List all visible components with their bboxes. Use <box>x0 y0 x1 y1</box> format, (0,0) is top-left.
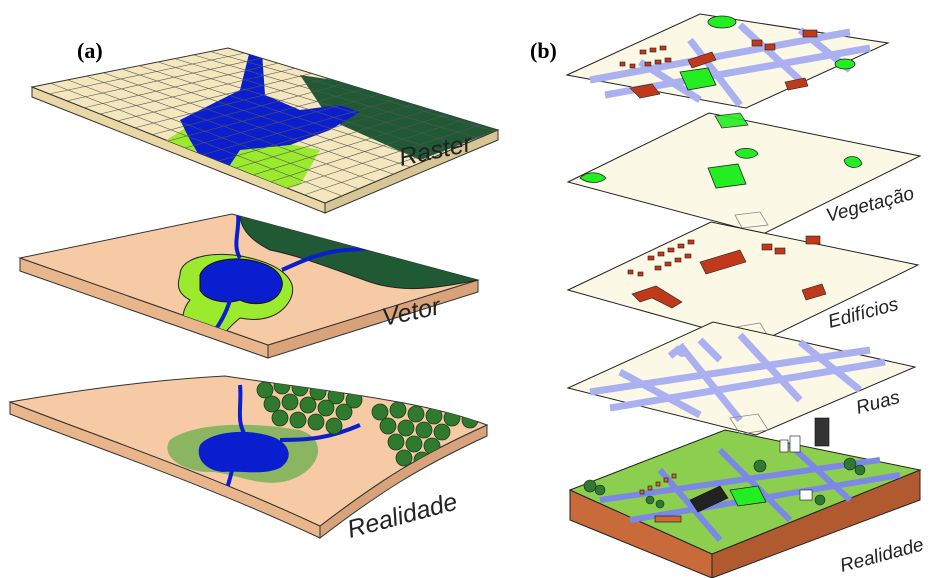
vegetacao-layer: Vegetação <box>566 112 922 235</box>
ruas-streets <box>589 332 886 423</box>
composite-vegetation-right <box>834 58 856 70</box>
ruas-layer: Ruas <box>566 321 917 436</box>
vetor-water-area <box>199 258 283 305</box>
ruas-cul-de-sac <box>677 347 687 357</box>
realidade-b-label: Realidade <box>838 534 926 576</box>
panel-b-label: (b) <box>530 38 557 63</box>
vegetacao-ghost-square <box>734 211 769 229</box>
vegetacao-patch-center <box>734 148 759 159</box>
realidade-a-water <box>198 431 289 473</box>
realidade-b-buildings <box>639 417 830 523</box>
ruas-label: Ruas <box>854 387 903 419</box>
raster-layer: Raster <box>30 47 500 214</box>
raster-water-area <box>180 50 360 200</box>
composite-buildings <box>619 29 818 99</box>
realidade-b-trees <box>583 457 866 509</box>
vegetacao-patch-left <box>579 172 607 183</box>
edificios-surface <box>566 221 920 344</box>
edificios-buildings <box>627 235 827 309</box>
vegetacao-surface <box>566 112 922 235</box>
realidade-b-streets <box>599 442 901 542</box>
vegetacao-patch-top <box>714 112 749 129</box>
vegetacao-patch-right <box>843 156 863 168</box>
composite-layer <box>565 13 890 109</box>
realidade-b-ghost-square <box>729 413 769 435</box>
realidade-a-layer: Realidade <box>8 375 489 544</box>
composite-vegetation-main <box>679 67 717 91</box>
realidade-a-marsh-lower <box>130 504 233 526</box>
raster-grid <box>48 51 498 197</box>
composite-streets <box>589 22 871 108</box>
vetor-layer: Vetor <box>18 213 480 359</box>
realidade-b-layer: Realidade <box>568 413 926 578</box>
edificios-layer: Edifícios <box>566 221 920 344</box>
raster-dark-green-area <box>300 75 498 160</box>
panel-a-label: (a) <box>77 38 103 63</box>
composite-vegetation-top <box>707 15 737 29</box>
vegetacao-patch-main <box>707 163 747 189</box>
ruas-surface <box>566 321 917 436</box>
realidade-b-park <box>729 485 767 507</box>
